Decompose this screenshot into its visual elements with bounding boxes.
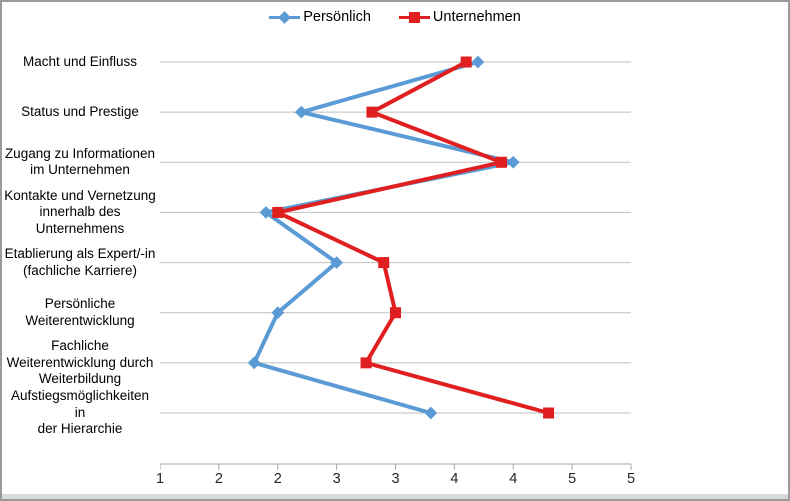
legend-red-square-line-icon [398, 11, 430, 24]
x-tick-label: 1 [155, 471, 165, 487]
diamond-marker [247, 356, 261, 370]
x-tick-label: 2 [214, 471, 223, 487]
category-label: Status und Prestige [21, 103, 139, 119]
diamond-marker [330, 256, 343, 269]
category-label: Aufstiegsmöglichkeiten in der Hierarchie [10, 388, 150, 437]
category-label: Fachliche Weiterentwicklung durch Weiter… [6, 338, 154, 387]
diamond-marker [471, 55, 485, 69]
chart-legend: Persönlich Unternehmen [2, 9, 788, 25]
square-marker [360, 357, 372, 369]
square-marker [272, 206, 284, 218]
category-label: Macht und Einfluss [22, 53, 138, 69]
x-tick-label: 5 [626, 471, 636, 487]
square-marker [543, 407, 555, 419]
diamond-marker [506, 155, 520, 169]
x-tick-label: 5 [568, 471, 577, 487]
square-marker [378, 257, 390, 269]
square-marker [366, 106, 378, 118]
category-label: Persönliche Weiterentwicklung [25, 296, 135, 328]
diamond-marker [259, 206, 273, 219]
diamond-marker [271, 306, 285, 320]
x-tick-label: 3 [391, 471, 400, 487]
category-label: Etablierung als Expert/-in (fachliche Ka… [4, 246, 156, 278]
diamond-marker [294, 105, 308, 119]
square-marker [460, 56, 472, 68]
series-line-persönlich [251, 60, 514, 415]
x-tick-label: 4 [450, 471, 459, 487]
plot-area [160, 55, 632, 470]
frame-bottom-strip [2, 494, 788, 499]
legend-label-unternehmen: Unternehmen [432, 9, 521, 25]
x-tick-label: 2 [273, 471, 282, 487]
square-marker [495, 156, 507, 168]
legend-blue-diamond-line-icon [269, 10, 301, 24]
square-marker [390, 307, 401, 319]
x-tick-label: 4 [509, 471, 518, 487]
x-tick-label: 3 [332, 471, 341, 487]
legend-item-persoenlich: Persönlich [269, 9, 371, 25]
diamond-marker [424, 406, 438, 420]
legend-label-persoenlich: Persönlich [303, 9, 371, 25]
category-label: Kontakte und Vernetzung innerhalb des Un… [4, 187, 156, 236]
category-label: Zugang zu Informationen im Unternehmen [4, 145, 156, 178]
series-line-unternehmen [271, 60, 550, 415]
legend-item-unternehmen: Unternehmen [398, 9, 521, 25]
